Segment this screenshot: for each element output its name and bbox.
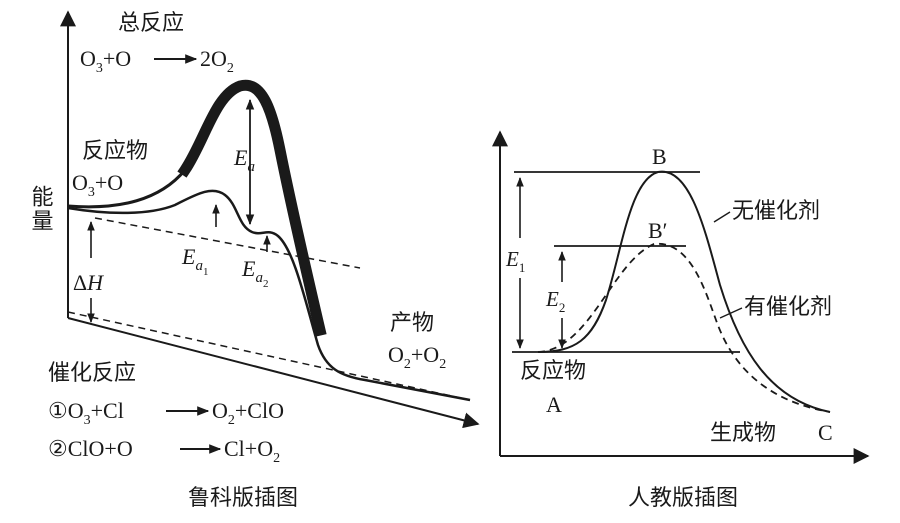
- e2-label: E2: [545, 287, 565, 315]
- right-caption: 人教版插图: [628, 486, 738, 511]
- svg-text:①O3+Cl: ①O3+Cl: [48, 398, 124, 428]
- product-energy-dashed-line: [67, 311, 471, 401]
- ea2-label: Ea2: [241, 256, 268, 290]
- left-x-axis: [67, 317, 480, 429]
- reactant-energy-dashed-line: [94, 217, 361, 269]
- catalytic-step-2: ②ClO+O Cl+O2: [48, 436, 280, 466]
- svg-text:2O2: 2O2: [200, 46, 234, 76]
- left-reactant-label: 反应物: [82, 139, 148, 164]
- right-uncatalyzed-curve: [537, 170, 831, 413]
- svg-text:O3+O: O3+O: [80, 46, 131, 76]
- right-reactant-label: 反应物: [520, 359, 586, 384]
- left-caption: 鲁科版插图: [188, 486, 298, 511]
- point-c-label: C: [818, 420, 833, 445]
- left-diagram: 能量 总反应 O3+O 2O2 反应物 O3+O Ea: [28, 10, 480, 511]
- catalyzed-energy-curve: [67, 189, 471, 402]
- right-diagram: E1 E2 B B′ 无催化剂 有催化剂 反应物 A 生成物 C 人教版插图: [492, 130, 870, 511]
- svg-text:②ClO+O: ②ClO+O: [48, 436, 133, 461]
- uncatalyzed-label: 无催化剂: [732, 199, 820, 224]
- left-reactant-formula: O3+O: [72, 170, 123, 200]
- catalytic-step-1: ①O3+Cl O2+ClO: [48, 398, 284, 428]
- left-product-label: 产物: [390, 311, 434, 336]
- peak-b-prime-label: B′: [648, 218, 668, 243]
- overall-reaction-title: 总反应: [118, 11, 184, 36]
- peak-b-label: B: [652, 144, 667, 169]
- ea1-label: Ea1: [181, 244, 208, 278]
- catalyzed-leader-line: [719, 307, 743, 319]
- uncatalyzed-leader-line: [713, 211, 731, 223]
- catalyzed-label: 有催化剂: [744, 295, 832, 320]
- delta-h-label: ΔH: [73, 270, 104, 295]
- left-product-formula: O2+O2: [388, 342, 446, 372]
- ea-label: Ea: [233, 145, 255, 175]
- uncatalyzed-thick-band: [177, 79, 327, 337]
- right-product-label: 生成物: [710, 421, 776, 446]
- svg-text:O2+ClO: O2+ClO: [212, 398, 284, 428]
- left-y-axis-label: 能量: [28, 185, 53, 233]
- e1-label: E1: [505, 247, 525, 275]
- overall-reaction-equation: O3+O 2O2: [80, 46, 234, 76]
- right-catalyzed-curve: [537, 243, 831, 413]
- point-a-label: A: [546, 392, 562, 417]
- svg-text:Cl+O2: Cl+O2: [224, 436, 280, 466]
- catalytic-reaction-title: 催化反应: [48, 361, 136, 386]
